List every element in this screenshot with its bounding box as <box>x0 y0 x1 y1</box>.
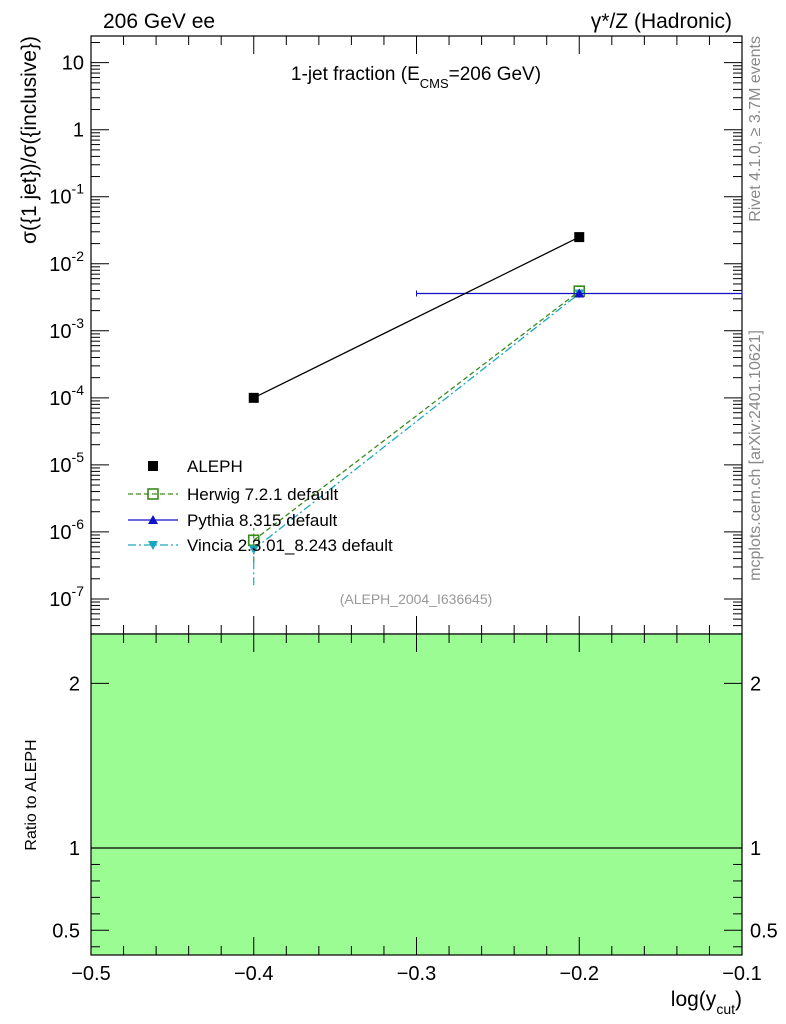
series-line <box>253 293 580 550</box>
y-tick-exponent: -3 <box>72 315 85 331</box>
data-point <box>248 392 259 403</box>
data-point <box>248 545 259 555</box>
y-tick-mantissa: 10 <box>49 455 71 477</box>
ratio-y-tick-label: 1 <box>69 838 80 860</box>
main-title-sub: CMS <box>420 76 449 91</box>
legend-marker <box>148 461 158 471</box>
legend: ALEPH Herwig 7.2.1 default Pythia 8.315 de… <box>128 457 393 555</box>
x-tick-label: −0.4 <box>234 963 273 985</box>
y-tick-mantissa: 10 <box>49 254 71 276</box>
series-line <box>253 236 580 399</box>
y-tick-label: 10-4 <box>49 382 84 410</box>
series-line <box>253 290 580 541</box>
y-tick-exponent: -2 <box>72 248 85 264</box>
legend-label: Pythia 8.315 default <box>187 511 338 530</box>
watermark: (ALEPH_2004_I636645) <box>340 591 493 607</box>
main-title-text: 1-jet fraction (E <box>291 64 420 85</box>
main-title: 1-jet fraction (ECMS=206 GeV) <box>291 64 541 91</box>
data-point <box>574 288 585 298</box>
x-tick-label: −0.1 <box>722 963 761 985</box>
y-axis-label-main: σ({1 jet})/σ({inclusive}) <box>18 36 41 244</box>
x-tick-label: −0.2 <box>560 963 599 985</box>
y-tick-exponent: -5 <box>72 449 85 465</box>
ratio-y-tick-label-right: 2 <box>750 673 761 695</box>
ratio-panel: −0.5 −0.4 −0.3 −0.2 −0.1 0.5 0.5 1 1 2 2 <box>52 633 778 985</box>
y-tick-label: 1 <box>73 120 84 142</box>
header-left: 206 GeV ee <box>103 10 215 33</box>
y-tick-mantissa: 10 <box>49 589 71 611</box>
ratio-y-tick-label: 2 <box>69 673 80 695</box>
y-tick-exponent: -1 <box>72 181 85 197</box>
y-tick-label: 10-7 <box>49 583 84 611</box>
y-tick-label: 10 <box>62 53 84 75</box>
y-tick-mantissa: 10 <box>49 187 71 209</box>
series-pythia-8-315-default <box>416 288 743 298</box>
y-tick-mantissa: 10 <box>49 522 71 544</box>
y-tick-exponent: -7 <box>72 583 85 599</box>
ratio-y-tick-label: 0.5 <box>52 920 80 942</box>
y-tick-label: 10-2 <box>49 248 84 276</box>
y-tick-mantissa: 10 <box>62 53 84 75</box>
legend-label: Herwig 7.2.1 default <box>187 485 338 504</box>
ratio-y-tick-label-right: 0.5 <box>750 920 778 942</box>
legend-marker <box>148 541 158 550</box>
y-tick-mantissa: 10 <box>49 321 71 343</box>
ratio-uncertainty-band <box>91 634 742 955</box>
x-axis-label-sub: cut <box>716 1001 735 1017</box>
x-tick-label: −0.5 <box>71 963 110 985</box>
y-tick-mantissa: 10 <box>49 388 71 410</box>
x-tick-label: −0.3 <box>397 963 436 985</box>
y-axis-label-ratio: Ratio to ALEPH <box>23 739 40 850</box>
x-axis-label-text: log(y <box>671 988 717 1011</box>
x-axis-label: log(ycut) <box>671 988 742 1017</box>
legend-label: ALEPH <box>187 457 243 476</box>
data-point <box>574 232 585 243</box>
y-tick-label: 10-3 <box>49 315 84 343</box>
y-tick-label: 10-6 <box>49 516 84 544</box>
y-tick-exponent: -6 <box>72 516 85 532</box>
y-tick-label: 10-1 <box>49 181 84 209</box>
side-label-bottom: mcplots.cern.ch [arXiv:2401.10621] <box>747 330 764 581</box>
legend-marker <box>147 488 159 500</box>
header-right: γ*/Z (Hadronic) <box>591 10 732 33</box>
legend-marker <box>148 515 158 524</box>
ratio-y-tick-label-right: 1 <box>750 838 761 860</box>
side-label-top: Rivet 4.1.0, ≥ 3.7M events <box>747 36 764 222</box>
series-aleph <box>248 232 585 403</box>
y-tick-exponent: -4 <box>72 382 85 398</box>
y-tick-mantissa: 1 <box>73 120 84 142</box>
main-title-end: =206 GeV) <box>449 64 541 85</box>
legend-label: Vincia 2.3.01_8.243 default <box>187 536 393 555</box>
y-tick-label: 10-5 <box>49 449 84 477</box>
x-axis-label-end: ) <box>735 988 742 1011</box>
